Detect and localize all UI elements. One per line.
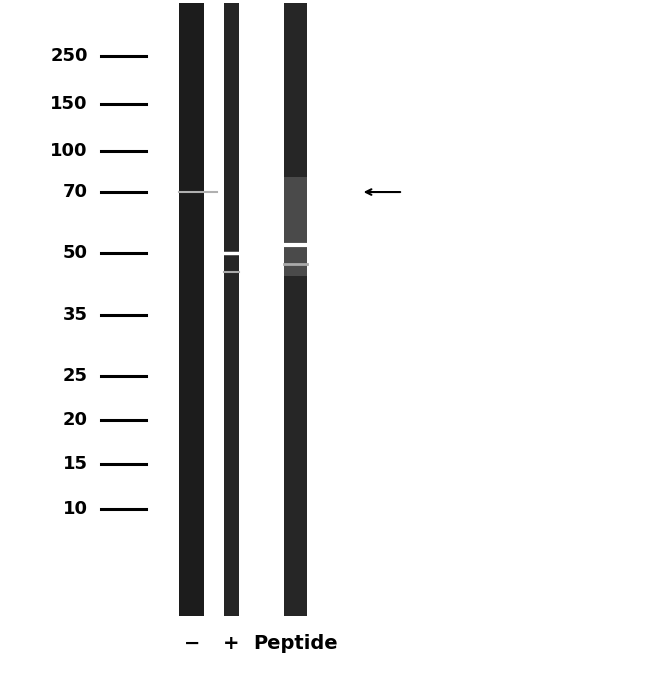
- Text: 15: 15: [63, 456, 88, 473]
- Text: +: +: [222, 634, 239, 653]
- Bar: [179, 3, 204, 616]
- Text: 25: 25: [63, 367, 88, 385]
- Bar: [284, 3, 307, 616]
- Bar: [224, 3, 239, 616]
- Text: 50: 50: [63, 244, 88, 262]
- Text: 150: 150: [50, 95, 88, 112]
- Text: −: −: [183, 634, 200, 653]
- Bar: [284, 177, 307, 276]
- Text: 20: 20: [63, 411, 88, 429]
- Text: 250: 250: [50, 47, 88, 65]
- Text: 100: 100: [50, 142, 88, 160]
- Text: 35: 35: [63, 306, 88, 323]
- Text: Peptide: Peptide: [254, 634, 338, 653]
- Text: 10: 10: [63, 500, 88, 518]
- Text: 70: 70: [63, 183, 88, 201]
